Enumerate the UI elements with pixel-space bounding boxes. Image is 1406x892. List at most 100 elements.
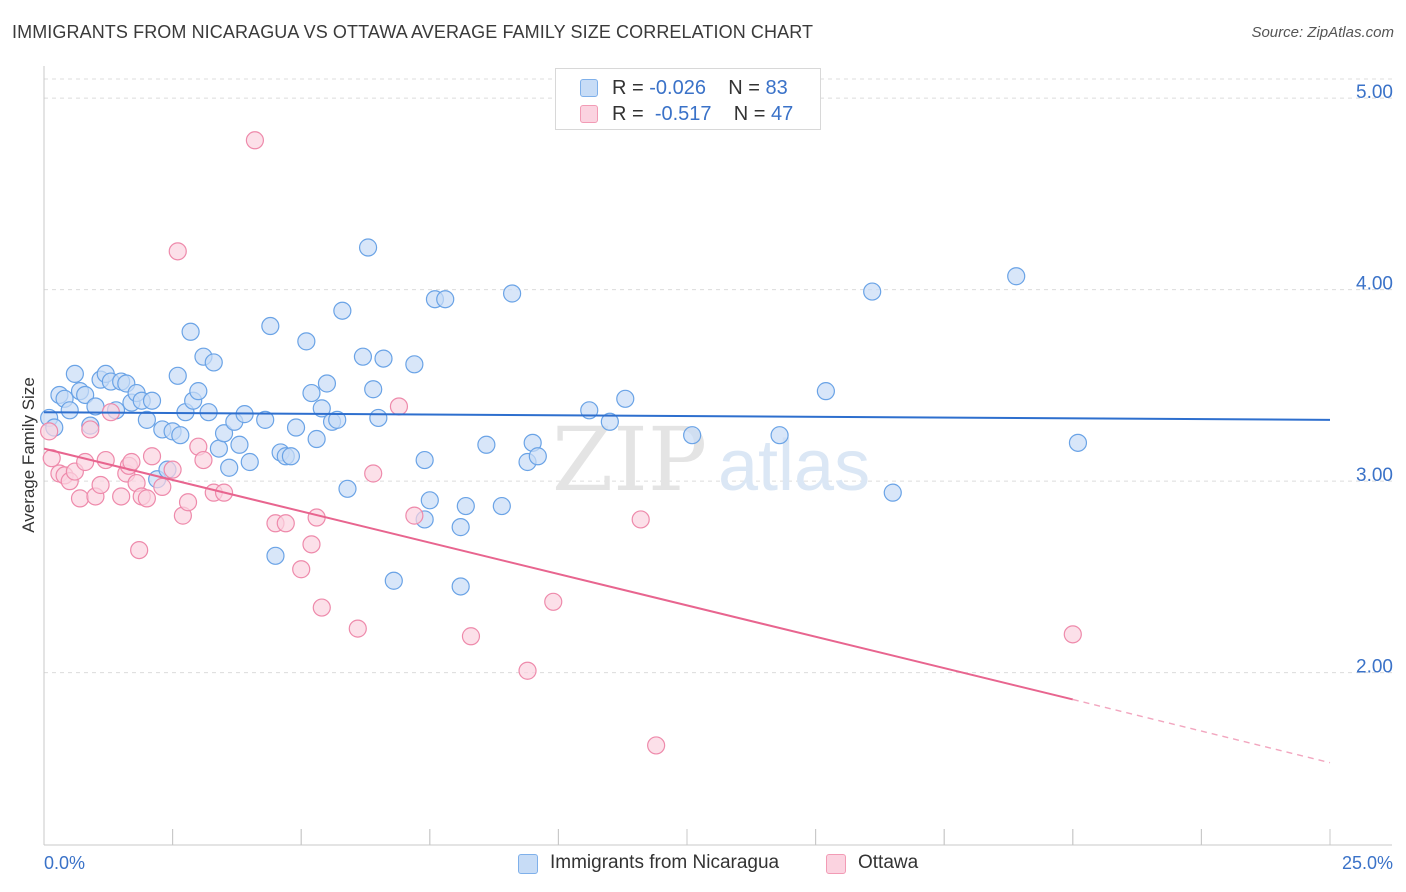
point-nicaragua bbox=[415, 450, 434, 470]
x-tick-label-max: 25.0% bbox=[1342, 853, 1393, 873]
point-nicaragua bbox=[1068, 433, 1088, 452]
legend-n-value: 83 bbox=[765, 77, 788, 99]
point-nicaragua bbox=[384, 571, 403, 590]
bottom-legend-label-ottawa: Ottawa bbox=[858, 852, 919, 873]
point-ottawa bbox=[178, 493, 198, 512]
point-nicaragua bbox=[451, 518, 470, 537]
watermark-atlas: atlas bbox=[718, 426, 870, 506]
legend-swatch-ottawa bbox=[580, 105, 598, 123]
point-nicaragua bbox=[477, 435, 496, 454]
point-nicaragua bbox=[204, 353, 223, 372]
bottom-legend-swatch-ottawa bbox=[826, 854, 846, 874]
point-ottawa bbox=[631, 510, 650, 529]
watermark-zip: ZIP bbox=[552, 408, 707, 511]
point-nicaragua bbox=[328, 410, 347, 429]
point-nicaragua bbox=[181, 322, 200, 341]
point-nicaragua bbox=[256, 410, 275, 429]
y-tick-label: 4.00 bbox=[1356, 274, 1393, 295]
point-ottawa bbox=[153, 477, 172, 496]
point-nicaragua bbox=[65, 364, 84, 384]
point-nicaragua bbox=[209, 439, 228, 458]
point-nicaragua bbox=[863, 282, 882, 301]
point-ottawa bbox=[292, 560, 311, 579]
point-ottawa bbox=[364, 464, 383, 483]
point-ottawa bbox=[461, 627, 481, 646]
point-nicaragua bbox=[297, 332, 316, 351]
point-ottawa bbox=[405, 506, 424, 525]
source-label: Source: ZipAtlas.com bbox=[1251, 24, 1394, 41]
legend-n-label: N = bbox=[728, 77, 760, 99]
x-tick-label-min: 0.0% bbox=[44, 853, 85, 873]
point-nicaragua bbox=[616, 389, 635, 408]
point-ottawa bbox=[163, 460, 182, 479]
point-nicaragua bbox=[420, 491, 439, 510]
legend-r-value: -0.026 bbox=[649, 77, 706, 99]
point-nicaragua bbox=[189, 382, 208, 401]
point-nicaragua bbox=[60, 401, 79, 420]
point-nicaragua bbox=[353, 347, 373, 366]
point-nicaragua bbox=[456, 496, 475, 516]
point-nicaragua bbox=[307, 429, 326, 449]
point-ottawa bbox=[194, 450, 213, 470]
y-axis-label: Average Family Size bbox=[19, 377, 38, 533]
point-nicaragua bbox=[240, 452, 259, 472]
point-ottawa bbox=[112, 487, 131, 506]
point-nicaragua bbox=[816, 382, 835, 401]
point-ottawa bbox=[312, 598, 331, 617]
point-nicaragua bbox=[358, 238, 378, 257]
point-ottawa bbox=[302, 535, 321, 554]
point-nicaragua bbox=[302, 383, 321, 403]
trendline-ottawa bbox=[43, 447, 1074, 701]
point-nicaragua bbox=[369, 408, 388, 428]
point-nicaragua bbox=[261, 316, 280, 336]
point-nicaragua bbox=[338, 479, 357, 498]
y-tick-label: 5.00 bbox=[1356, 82, 1393, 103]
point-ottawa bbox=[137, 489, 156, 508]
point-ottawa bbox=[647, 736, 666, 755]
point-nicaragua bbox=[266, 546, 285, 565]
point-nicaragua bbox=[528, 447, 547, 466]
trendline-nicaragua bbox=[43, 411, 1331, 421]
point-nicaragua bbox=[317, 374, 337, 393]
point-nicaragua bbox=[436, 290, 455, 309]
point-nicaragua bbox=[405, 355, 424, 374]
point-nicaragua bbox=[142, 391, 162, 410]
bottom-legend-label-nicaragua: Immigrants from Nicaragua bbox=[550, 852, 780, 873]
point-ottawa bbox=[91, 475, 110, 495]
chart-title: IMMIGRANTS FROM NICARAGUA VS OTTAWA AVER… bbox=[12, 22, 814, 42]
point-ottawa bbox=[168, 242, 187, 261]
point-nicaragua bbox=[503, 284, 522, 303]
point-nicaragua bbox=[168, 366, 187, 385]
point-ottawa bbox=[276, 514, 295, 533]
point-ottawa bbox=[245, 131, 265, 150]
point-ottawa bbox=[81, 420, 100, 439]
point-nicaragua bbox=[230, 435, 249, 454]
point-nicaragua bbox=[333, 301, 352, 320]
point-ottawa bbox=[130, 540, 149, 560]
point-nicaragua bbox=[770, 426, 789, 445]
watermark: ZIP atlas bbox=[552, 408, 870, 511]
legend-n-label: N = bbox=[733, 103, 766, 125]
point-nicaragua bbox=[883, 483, 902, 502]
point-ottawa bbox=[348, 619, 367, 638]
point-nicaragua bbox=[364, 380, 383, 399]
point-ottawa bbox=[518, 661, 537, 680]
legend-swatch-nicaragua bbox=[580, 79, 598, 97]
legend-r-label: R = bbox=[612, 77, 644, 99]
point-nicaragua bbox=[76, 385, 95, 405]
point-nicaragua bbox=[171, 426, 190, 445]
point-nicaragua bbox=[281, 447, 301, 466]
point-ottawa bbox=[76, 452, 95, 472]
point-ottawa bbox=[70, 489, 90, 508]
bottom-legend-swatch-nicaragua bbox=[518, 854, 538, 874]
trend-lines bbox=[43, 411, 1331, 764]
gridlines bbox=[44, 78, 1392, 674]
point-nicaragua bbox=[451, 577, 470, 596]
point-ottawa bbox=[1063, 625, 1082, 644]
legend-r-value: -0.517 bbox=[654, 103, 712, 125]
y-tick-labels: 2.00 3.00 4.00 5.00 bbox=[1356, 82, 1393, 678]
point-nicaragua bbox=[220, 458, 239, 477]
correlation-legend: R = -0.026 N = 83 R = -0.517 N = 47 bbox=[555, 68, 821, 130]
point-ottawa bbox=[40, 422, 59, 441]
